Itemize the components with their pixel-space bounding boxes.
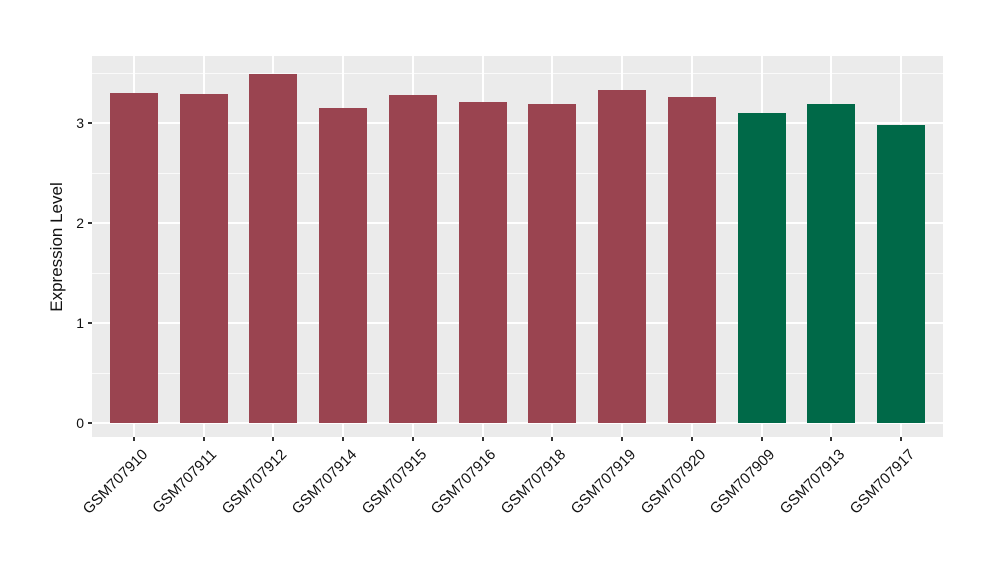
- plot-panel: [92, 56, 943, 437]
- x-tick-label: GSM707920: [637, 446, 709, 518]
- y-gridline-major: [92, 322, 943, 324]
- x-tick-label: GSM707915: [358, 446, 430, 518]
- x-tick-mark: [342, 437, 345, 441]
- x-tick-mark: [760, 437, 763, 441]
- y-gridline-minor: [92, 372, 943, 374]
- bar-GSM707913: [807, 104, 856, 423]
- x-tick-mark: [690, 437, 693, 441]
- y-tick-label: 3: [76, 115, 84, 131]
- x-tick-mark: [551, 437, 554, 441]
- y-tick-mark: [88, 322, 92, 324]
- x-tick-mark: [621, 437, 624, 441]
- x-tick-label: GSM707910: [79, 446, 151, 518]
- x-tick-label: GSM707916: [428, 446, 500, 518]
- y-gridline-minor: [92, 172, 943, 174]
- bar-GSM707920: [667, 97, 716, 423]
- y-tick-mark: [88, 222, 92, 224]
- x-tick-label: GSM707914: [288, 446, 361, 518]
- x-tick-label: GSM707919: [567, 446, 640, 518]
- y-gridline-major: [92, 122, 943, 124]
- bar-GSM707911: [179, 94, 228, 423]
- bar-GSM707917: [877, 125, 926, 423]
- bar-GSM707910: [109, 93, 158, 423]
- x-tick-mark: [272, 437, 275, 441]
- x-tick-label: GSM707911: [149, 446, 221, 517]
- y-tick-label: 0: [76, 415, 84, 431]
- bar-GSM707915: [388, 95, 437, 423]
- bar-GSM707919: [598, 90, 647, 423]
- x-tick-mark: [411, 437, 414, 441]
- bar-GSM707912: [249, 74, 298, 423]
- y-gridline-major: [92, 222, 943, 224]
- x-tick-mark: [132, 437, 135, 441]
- x-tick-mark: [202, 437, 205, 441]
- y-gridline-major: [92, 422, 943, 424]
- x-tick-label: GSM707917: [846, 446, 919, 518]
- bar-GSM707918: [528, 104, 577, 423]
- x-tick-mark: [481, 437, 484, 441]
- x-tick-label: GSM707912: [218, 446, 291, 518]
- x-tick-mark: [900, 437, 903, 441]
- bar-GSM707909: [737, 113, 786, 423]
- y-gridline-minor: [92, 72, 943, 74]
- y-tick-mark: [88, 422, 92, 424]
- y-tick-mark: [88, 122, 92, 124]
- x-tick-label: GSM707909: [707, 446, 779, 518]
- x-tick-label: GSM707918: [497, 446, 570, 518]
- x-tick-label: GSM707913: [776, 446, 849, 518]
- y-tick-label: 1: [76, 315, 84, 331]
- x-tick-mark: [830, 437, 833, 441]
- y-gridline-minor: [92, 272, 943, 274]
- bar-GSM707916: [458, 102, 507, 423]
- y-tick-label: 2: [76, 215, 84, 231]
- y-axis-title: Expression Level: [47, 182, 66, 312]
- bar-GSM707914: [319, 108, 368, 423]
